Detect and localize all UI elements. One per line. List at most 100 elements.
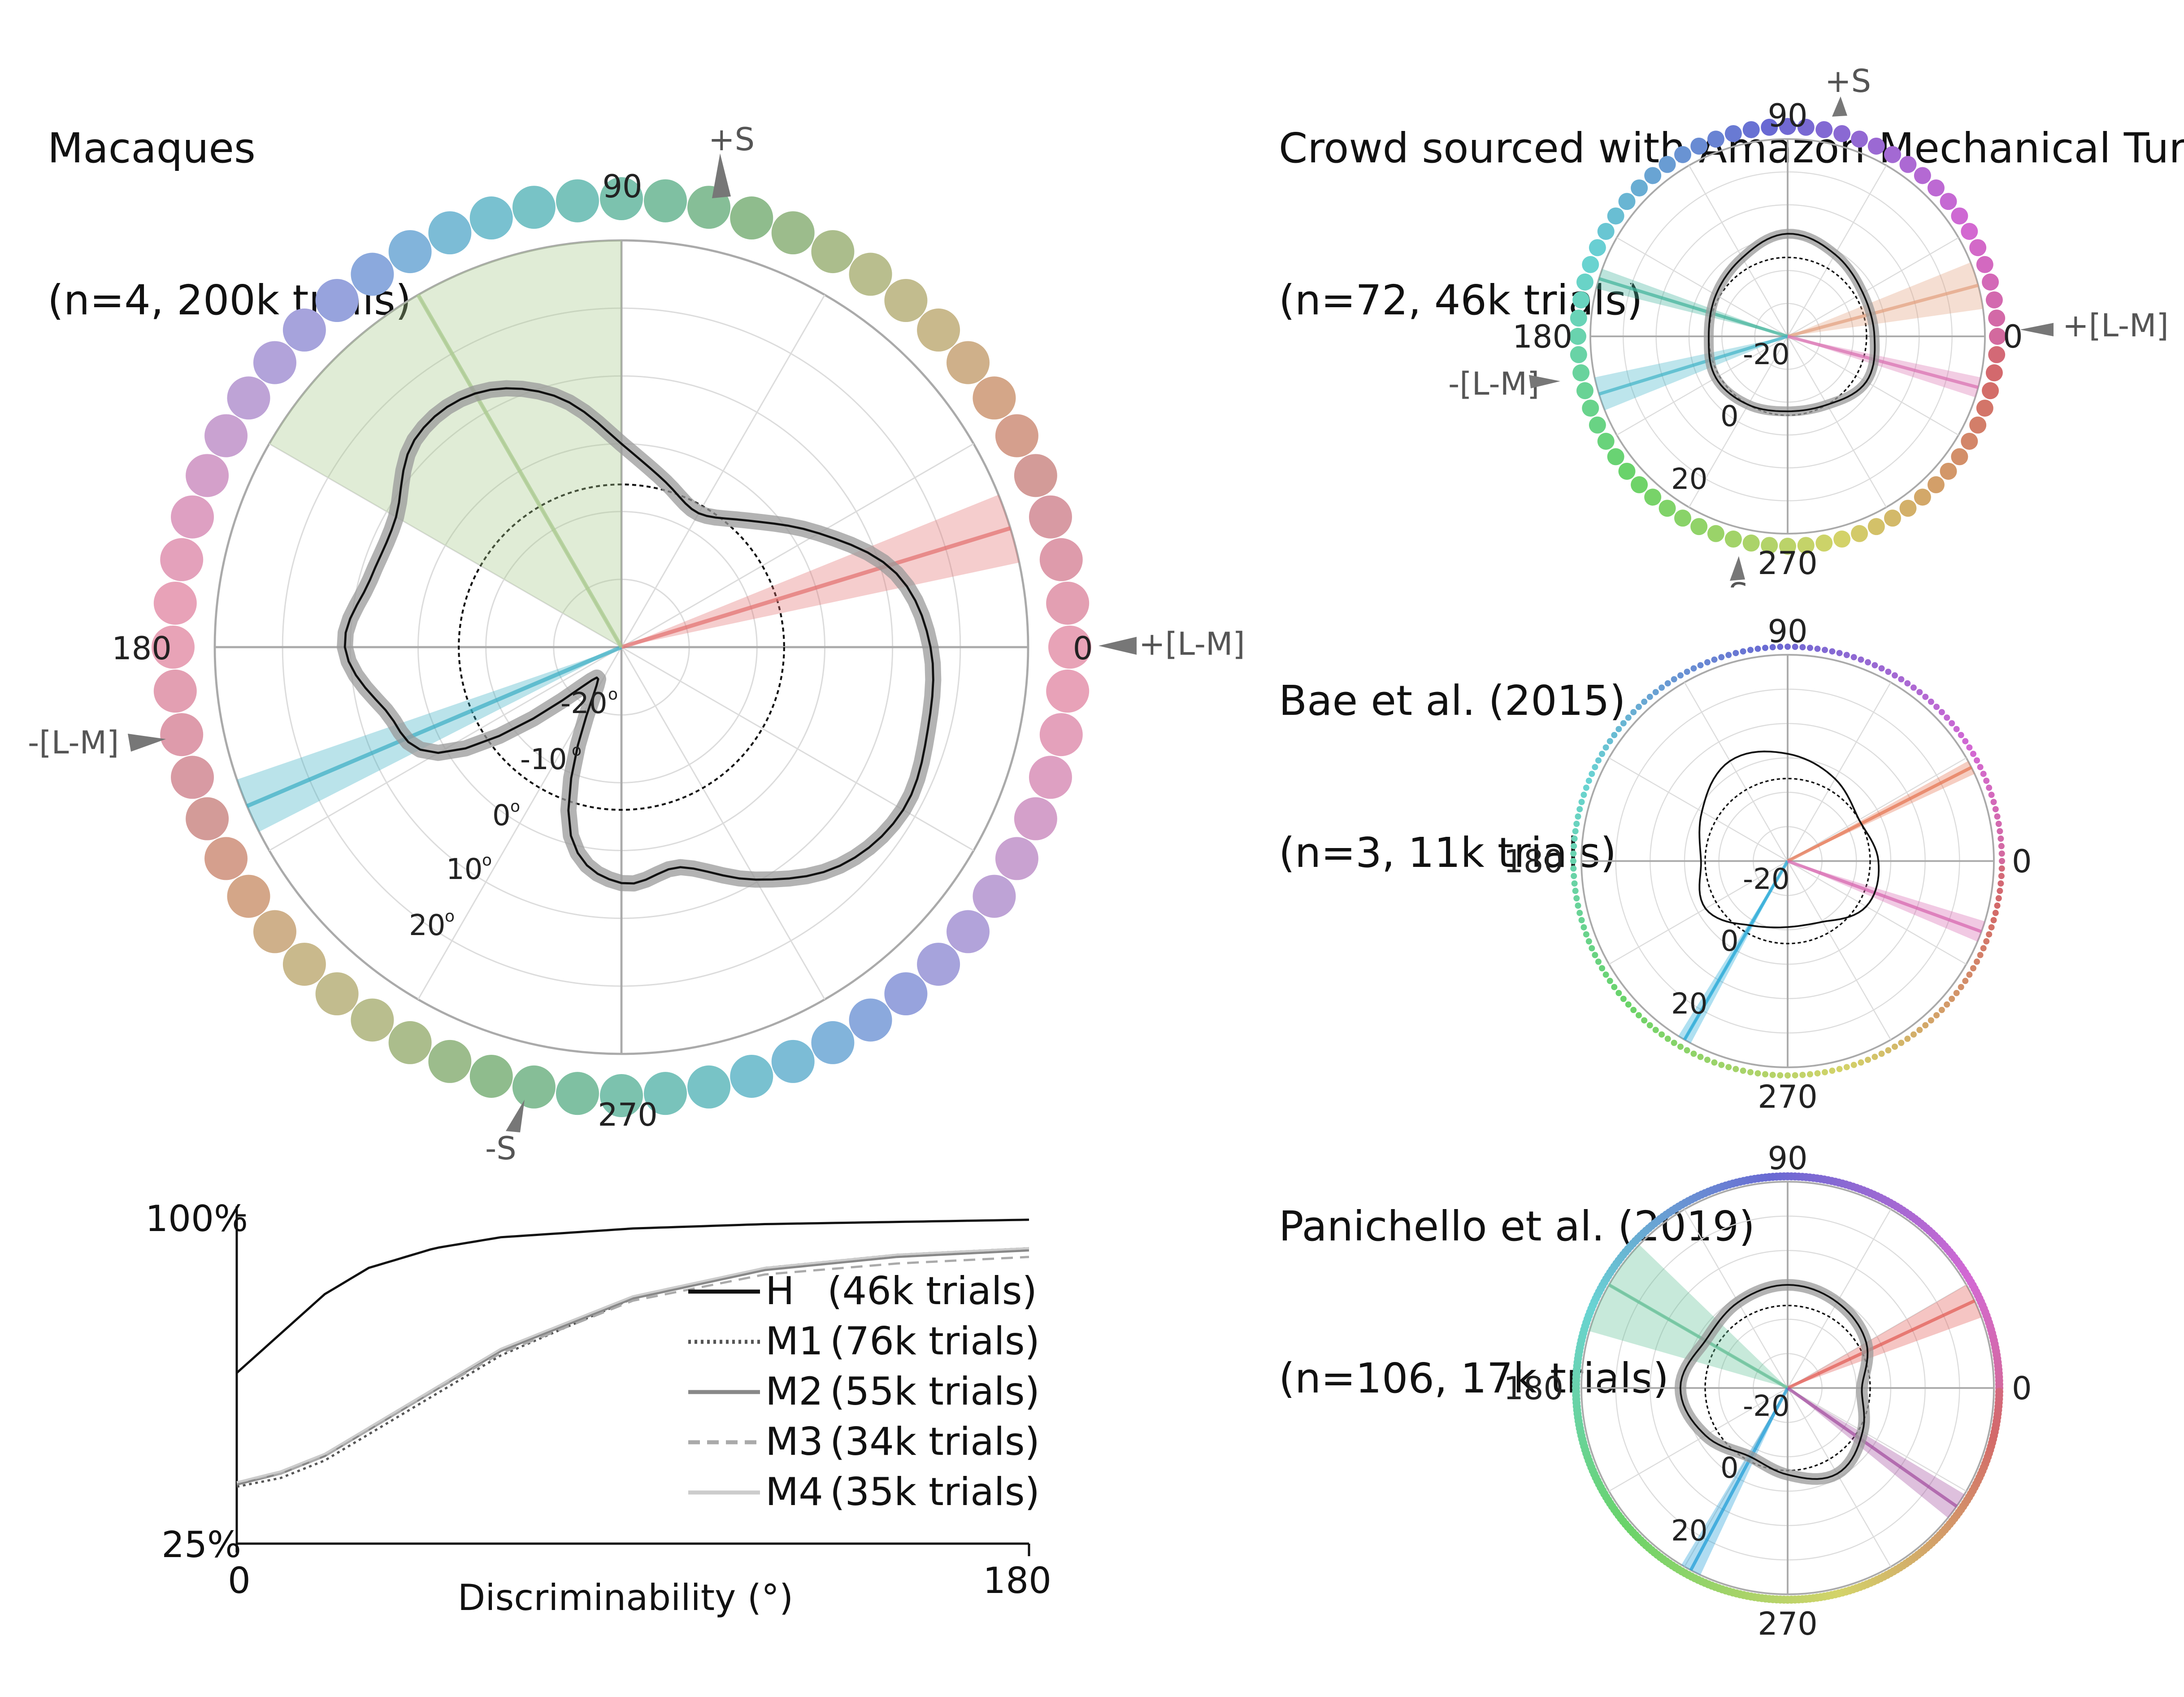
color-ring-dot bbox=[1933, 1012, 1940, 1018]
color-ring-dot bbox=[1690, 1050, 1697, 1057]
color-ring-dot bbox=[1884, 146, 1901, 163]
bae-title-line2: (n=3, 11k trials) bbox=[1279, 829, 1617, 877]
angle-label-0: 0 bbox=[1073, 630, 1093, 667]
bias-contour-group bbox=[1674, 1279, 1874, 1485]
bias-contour-line bbox=[1708, 233, 1876, 413]
color-ring-dot bbox=[1949, 720, 1955, 727]
color-ring-dot bbox=[1878, 1050, 1885, 1057]
color-ring-dot bbox=[1571, 835, 1578, 842]
color-ring-dot bbox=[1039, 538, 1083, 581]
color-ring-dot bbox=[1997, 828, 2003, 835]
color-ring-dot bbox=[1569, 328, 1586, 345]
color-ring-dot bbox=[1742, 534, 1760, 552]
color-ring-dot bbox=[1029, 495, 1072, 539]
color-ring-dot bbox=[1664, 680, 1671, 687]
color-ring-dot bbox=[1572, 291, 1590, 309]
color-ring-dot bbox=[160, 538, 204, 581]
color-ring-dot bbox=[1858, 656, 1864, 663]
color-ring-dot bbox=[1618, 193, 1636, 210]
color-ring-dot bbox=[1014, 454, 1057, 497]
color-ring-dot bbox=[1998, 873, 2005, 879]
color-ring-dot bbox=[1815, 121, 1833, 139]
polar-grid bbox=[1589, 138, 1986, 535]
color-ring-dot bbox=[428, 211, 472, 255]
color-ring-dot bbox=[1944, 714, 1950, 721]
color-ring-dot bbox=[1922, 693, 1929, 700]
color-ring-dot bbox=[1690, 665, 1697, 672]
color-ring-dot bbox=[1998, 843, 2005, 849]
color-ring-dot bbox=[1865, 659, 1871, 666]
cone-plus-s-label: +S bbox=[708, 121, 755, 158]
color-ring-dot bbox=[253, 341, 296, 384]
color-ring-dot bbox=[1962, 978, 1969, 984]
color-ring-dot bbox=[1029, 756, 1072, 799]
line-legend: H (46k trials)M1 (76k trials)M2 (55k trials… bbox=[688, 1269, 1040, 1514]
grid-spoke bbox=[621, 647, 825, 1000]
color-ring-dot bbox=[1949, 996, 1955, 1002]
angle-label-180: 180 bbox=[1503, 1370, 1563, 1407]
bias-wedge bbox=[1788, 336, 1981, 397]
angle-label-90: 90 bbox=[1767, 1140, 1807, 1177]
color-ring-dot bbox=[1858, 1059, 1864, 1066]
color-ring-dot bbox=[1599, 751, 1606, 757]
color-ring-dot bbox=[1674, 146, 1691, 163]
color-ring-dot bbox=[1850, 1062, 1857, 1068]
color-ring-dot bbox=[1597, 433, 1615, 450]
bias-wedge-center bbox=[1787, 766, 1972, 863]
cone-minus-lm-label: -[L-M] bbox=[1448, 366, 1539, 402]
color-ring-dot bbox=[1785, 644, 1791, 650]
color-ring-dot bbox=[1570, 850, 1577, 857]
bias-contour-line bbox=[1698, 750, 1880, 928]
color-ring-dot bbox=[351, 998, 394, 1042]
cone-plus-s-label: +S bbox=[1825, 67, 1871, 100]
radial-label-0: 0 bbox=[1720, 400, 1739, 433]
color-ring-dot bbox=[1607, 738, 1613, 744]
color-ring-dot bbox=[1986, 784, 1993, 791]
color-ring-dot bbox=[1885, 668, 1892, 675]
color-ring-dot bbox=[1039, 713, 1083, 757]
color-ring-dot bbox=[1615, 990, 1622, 996]
legend-count-m1: (76k trials) bbox=[830, 1319, 1040, 1364]
bias-wedge bbox=[621, 495, 1020, 647]
color-ring-dot bbox=[1884, 509, 1901, 527]
color-ring-dot bbox=[1843, 652, 1850, 658]
color-ring-dot bbox=[1822, 647, 1828, 653]
macaques-polar-chart: 90 180 270 0 +[L-M] -[L-M] +S -S -20 -10… bbox=[28, 121, 1245, 1167]
color-ring-dot bbox=[1576, 382, 1593, 400]
legend-label-m2: M2 bbox=[765, 1369, 823, 1414]
color-ring-dot bbox=[1602, 744, 1609, 751]
color-ring-dot bbox=[388, 230, 432, 274]
color-ring-dot bbox=[428, 1040, 472, 1083]
bias-wedge bbox=[1596, 269, 1788, 336]
color-ring-dot bbox=[1892, 672, 1898, 679]
color-ring-dot bbox=[1777, 1072, 1784, 1079]
color-ring-dot bbox=[1983, 777, 1990, 784]
color-ring-dot bbox=[315, 972, 359, 1016]
color-ring-dot bbox=[1711, 1059, 1718, 1066]
color-ring-dot bbox=[1976, 400, 1993, 417]
color-ring-dot bbox=[1822, 1069, 1828, 1075]
color-ring-dot bbox=[1982, 273, 1999, 291]
color-ring-dot bbox=[1575, 902, 1581, 909]
color-ring-dot bbox=[1641, 698, 1648, 705]
cone-plus-lm-label: +[L-M] bbox=[1139, 626, 1245, 662]
color-ring-dot bbox=[1951, 448, 1968, 466]
degree-mark: o bbox=[608, 685, 618, 704]
color-ring-dot bbox=[1575, 813, 1581, 820]
color-ring-dot bbox=[849, 998, 892, 1042]
color-ring-dot bbox=[1995, 1388, 2003, 1396]
grid-spoke bbox=[621, 443, 974, 648]
color-ring-dot bbox=[1829, 1067, 1836, 1074]
color-ring-dot bbox=[1762, 644, 1769, 651]
radial-label-20: 20 bbox=[409, 909, 445, 942]
bias-wedge-center bbox=[416, 294, 623, 648]
color-ring-dot bbox=[1652, 689, 1659, 696]
color-ring-dot bbox=[171, 495, 214, 539]
cone-minus-lm-arrow bbox=[1529, 375, 1560, 388]
color-ring-dot bbox=[1576, 273, 1593, 291]
color-ring-dot bbox=[1792, 644, 1798, 650]
color-ring-dot bbox=[556, 1072, 599, 1115]
color-ring-dot bbox=[1646, 1022, 1653, 1029]
